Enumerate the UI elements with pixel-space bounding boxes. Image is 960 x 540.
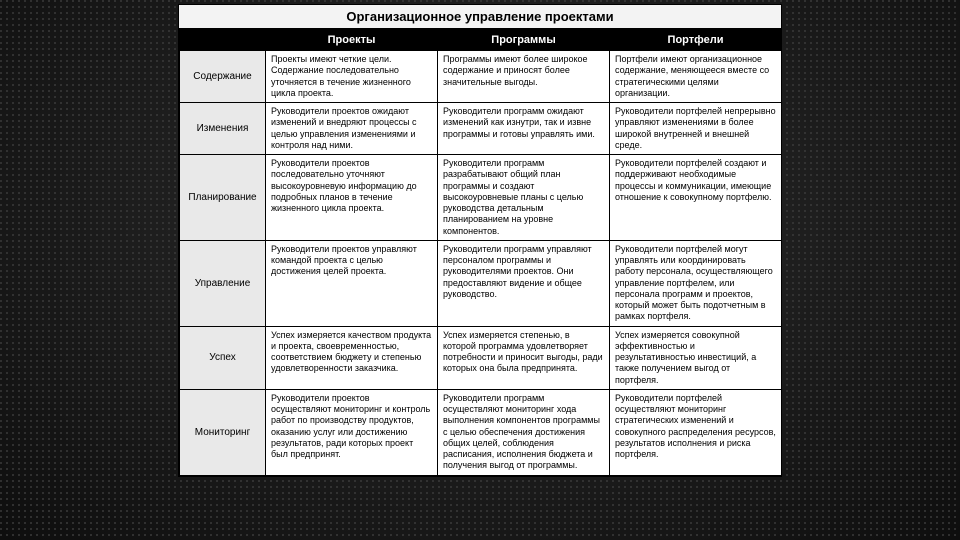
table-card: Организационное управление проектами Про… <box>178 4 782 477</box>
table-cell: Проекты имеют четкие цели. Содержание по… <box>266 51 438 103</box>
table-row: ПланированиеРуководители проектов послед… <box>180 155 782 241</box>
col-header-blank <box>180 30 266 51</box>
table-cell: Руководители портфелей осуществляют мони… <box>610 389 782 475</box>
row-header: Мониторинг <box>180 389 266 475</box>
table-cell: Руководители программ управляют персонал… <box>438 240 610 326</box>
row-header: Успех <box>180 326 266 389</box>
table-title: Организационное управление проектами <box>179 5 781 29</box>
col-header-portfolios: Портфели <box>610 30 782 51</box>
table-cell: Руководители проектов управляют командой… <box>266 240 438 326</box>
table-cell: Успех измеряется степенью, в которой про… <box>438 326 610 389</box>
table-cell: Руководители программ разрабатывают общи… <box>438 155 610 241</box>
table-row: МониторингРуководители проектов осуществ… <box>180 389 782 475</box>
col-header-programs: Программы <box>438 30 610 51</box>
table-row: ИзмененияРуководители проектов ожидают и… <box>180 103 782 155</box>
row-header: Планирование <box>180 155 266 241</box>
table-cell: Программы имеют более широкое содержание… <box>438 51 610 103</box>
table-cell: Руководители портфелей непрерывно управл… <box>610 103 782 155</box>
table-row: СодержаниеПроекты имеют четкие цели. Сод… <box>180 51 782 103</box>
table-cell: Руководители портфелей могут управлять и… <box>610 240 782 326</box>
comparison-table: Проекты Программы Портфели СодержаниеПро… <box>179 29 782 476</box>
table-cell: Руководители портфелей создают и поддерж… <box>610 155 782 241</box>
table-cell: Успех измеряется совокупной эффективност… <box>610 326 782 389</box>
table-cell: Руководители проектов ожидают изменений … <box>266 103 438 155</box>
table-cell: Успех измеряется качеством продукта и пр… <box>266 326 438 389</box>
row-header: Управление <box>180 240 266 326</box>
table-cell: Руководители программ осуществляют монит… <box>438 389 610 475</box>
table-row: УправлениеРуководители проектов управляю… <box>180 240 782 326</box>
table-cell: Руководители программ ожидают изменений … <box>438 103 610 155</box>
table-head: Проекты Программы Портфели <box>180 30 782 51</box>
table-row: УспехУспех измеряется качеством продукта… <box>180 326 782 389</box>
col-header-projects: Проекты <box>266 30 438 51</box>
table-cell: Руководители проектов последовательно ут… <box>266 155 438 241</box>
table-body: СодержаниеПроекты имеют четкие цели. Сод… <box>180 51 782 476</box>
table-cell: Портфели имеют организационное содержани… <box>610 51 782 103</box>
row-header: Изменения <box>180 103 266 155</box>
row-header: Содержание <box>180 51 266 103</box>
table-cell: Руководители проектов осуществляют монит… <box>266 389 438 475</box>
slide-stage: Организационное управление проектами Про… <box>0 0 960 540</box>
